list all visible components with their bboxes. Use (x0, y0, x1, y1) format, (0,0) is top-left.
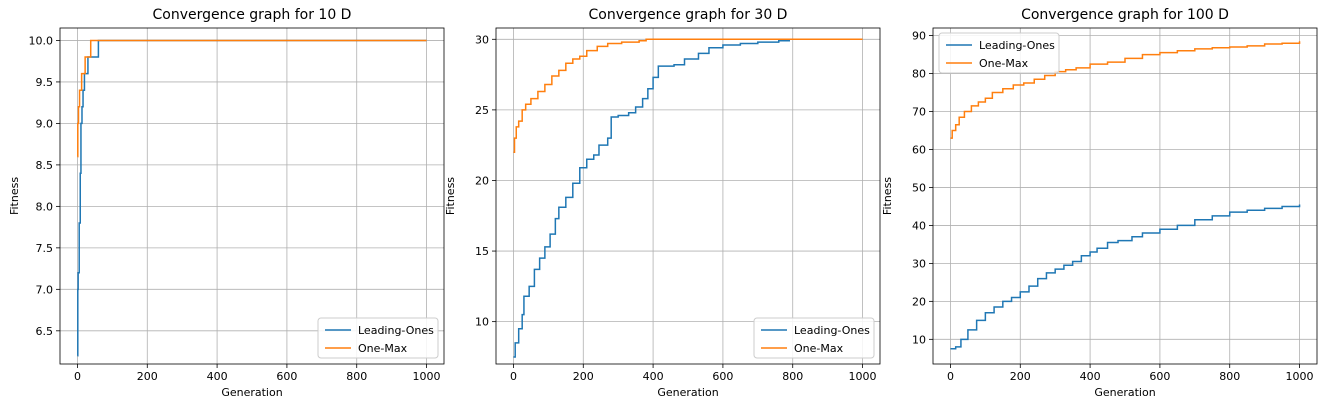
y-tick-label: 30 (475, 33, 489, 46)
chart-panel-3: 0 200 400 600 800 1000 10 20 30 40 50 60 70 80 90 Conve… (881, 7, 1318, 399)
x-tick-label: 400 (1080, 370, 1101, 383)
y-tick-label: 70 (912, 106, 926, 119)
x-axis-label: Generation (221, 386, 282, 399)
series-line-leading-ones (77, 39, 427, 357)
x-tick-label: 400 (207, 370, 228, 383)
x-tick-label: 200 (573, 370, 594, 383)
x-tick-label: 800 (346, 370, 367, 383)
chart-title: Convergence graph for 100 D (1021, 7, 1229, 23)
y-tick-label: 7.5 (36, 242, 54, 255)
y-tick-label: 15 (475, 245, 489, 258)
x-axis-label: Generation (657, 386, 718, 399)
y-tick-label: 9.5 (36, 76, 54, 89)
y-axis-label: Fitness (444, 177, 457, 215)
y-tick-label: 20 (475, 174, 489, 187)
y-tick-label: 9.0 (36, 117, 54, 130)
x-tick-label: 1000 (413, 370, 441, 383)
plot-frame (932, 27, 1318, 365)
chart-legend: Leading-Ones One-Max (317, 317, 439, 359)
y-tick-label: 20 (912, 295, 926, 308)
y-tick-label: 60 (912, 143, 926, 156)
x-tick-label: 200 (1010, 370, 1031, 383)
y-tick-label: 6.5 (36, 325, 54, 338)
legend-label: Leading-Ones (358, 324, 434, 337)
x-tick-label: 800 (1219, 370, 1240, 383)
y-tick-label: 8.5 (36, 159, 54, 172)
legend-label: Leading-Ones (979, 39, 1055, 52)
series-line-leading-ones (950, 204, 1301, 350)
x-tick-label: 0 (947, 370, 954, 383)
plot-frame (495, 27, 881, 365)
x-tick-label: 400 (643, 370, 664, 383)
series-line-one-max (950, 41, 1301, 139)
y-tick-label: 8.0 (36, 200, 54, 213)
plot-frame (59, 27, 445, 365)
y-tick-label: 10 (475, 316, 489, 329)
x-tick-label: 600 (276, 370, 297, 383)
x-tick-label: 800 (782, 370, 803, 383)
x-tick-label: 1000 (849, 370, 877, 383)
y-tick-label: 90 (912, 30, 926, 43)
legend-label: One-Max (794, 342, 844, 355)
chart-panel-2: 0 200 400 600 800 1000 10 15 20 25 30 Convergence g… (444, 7, 881, 399)
x-tick-label: 200 (137, 370, 158, 383)
x-tick-label: 600 (1149, 370, 1170, 383)
x-tick-label: 0 (74, 370, 81, 383)
y-tick-label: 50 (912, 181, 926, 194)
y-tick-label: 80 (912, 68, 926, 81)
chart-title: Convergence graph for 30 D (589, 7, 788, 23)
legend-label: One-Max (358, 342, 408, 355)
x-axis-label: Generation (1094, 386, 1155, 399)
x-tick-label: 600 (712, 370, 733, 383)
y-tick-label: 25 (475, 104, 489, 117)
y-axis-label: Fitness (8, 177, 21, 215)
legend-label: One-Max (979, 57, 1029, 70)
series-line-one-max (77, 39, 427, 158)
chart-panel-1: 0 200 400 600 800 1000 6.5 7.0 7.5 8.0 8.5 9.0 9.5 10… (8, 7, 445, 399)
x-tick-label: 0 (510, 370, 517, 383)
y-tick-label: 10.0 (29, 34, 54, 47)
y-tick-label: 30 (912, 257, 926, 270)
series-line-one-max (513, 38, 863, 153)
series-line-leading-ones (513, 38, 863, 358)
y-tick-label: 7.0 (36, 283, 54, 296)
chart-legend: Leading-Ones One-Max (938, 32, 1060, 74)
legend-label: Leading-Ones (794, 324, 870, 337)
chart-title: Convergence graph for 10 D (153, 7, 352, 23)
y-tick-label: 10 (912, 333, 926, 346)
x-tick-label: 1000 (1286, 370, 1314, 383)
y-axis-label: Fitness (881, 177, 894, 215)
y-tick-label: 40 (912, 219, 926, 232)
chart-legend: Leading-Ones One-Max (753, 317, 875, 359)
